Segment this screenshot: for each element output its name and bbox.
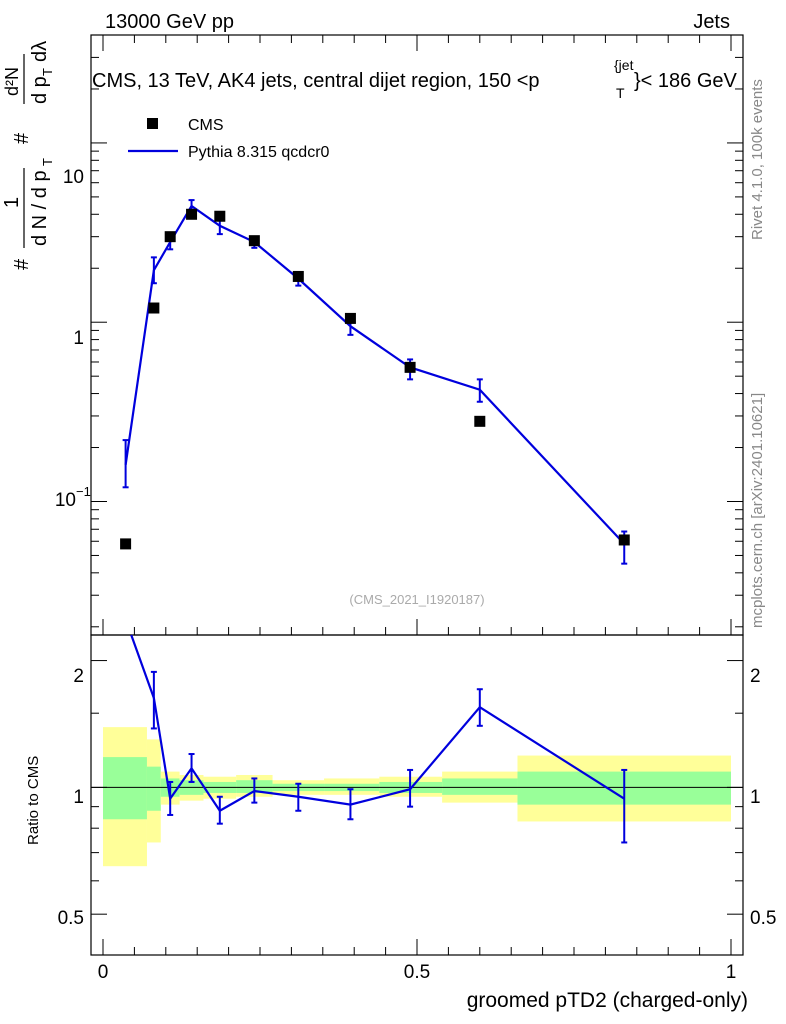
main-ylabel: # 1 d N / d p T # d²N d p T dλ — [1, 41, 55, 270]
header-category: Jets — [693, 11, 730, 33]
main-marks — [120, 199, 630, 565]
title-main: CMS, 13 TeV, AK4 jets, central dijet reg… — [92, 70, 540, 92]
axes-frames — [90, 34, 744, 956]
ratio-tick-label-1: 1 — [73, 787, 84, 808]
mcplots-label: mcplots.cern.ch [arXiv:2401.10621] — [749, 393, 766, 628]
y-tick-label-10: 10 — [63, 167, 84, 188]
cms-point — [148, 302, 160, 314]
cms-point — [474, 415, 486, 427]
y-tick-label-0p1-exp: −1 — [76, 484, 91, 499]
ylabel-one: 1 — [1, 197, 23, 208]
ratio-tick-label-2: 2 — [73, 666, 84, 687]
title-p: p — [528, 70, 539, 92]
ratio-band-inner-1 — [146, 766, 161, 811]
legend: CMS Pythia 8.315 qcdcr0 — [128, 117, 330, 161]
ylabel-numerator-bottom-sub: T — [40, 68, 55, 76]
x-tick-label-0: 0 — [98, 962, 109, 983]
cms-point — [186, 208, 198, 220]
cms-point — [120, 538, 132, 550]
cms-point — [248, 235, 260, 247]
rivet-label: Rivet 4.1.0, 100k events — [749, 79, 766, 240]
cms-point — [618, 534, 630, 546]
ratio-tick-label-0p5: 0.5 — [58, 908, 84, 929]
cms-point — [292, 270, 304, 282]
x-tick-label-1: 1 — [726, 962, 737, 983]
watermark: (CMS_2021_I1920187) — [349, 592, 484, 607]
x-axis-label: groomed pTD2 (charged-only) — [467, 989, 748, 1012]
y-tick-label-0p1: 10 — [55, 490, 76, 511]
ratio-ylabel: Ratio to CMS — [25, 756, 42, 845]
mc-line — [124, 204, 626, 545]
ylabel-denominator-sub: T — [40, 158, 55, 166]
ylabel-numerator-tail: dλ — [29, 41, 51, 62]
y-tick-label-0p1-base: 10 — [55, 490, 76, 511]
legend-marker-cms — [147, 118, 158, 129]
ratio-tick-label-right-1: 1 — [750, 787, 761, 808]
title-sup: {jet — [614, 57, 634, 73]
cms-point — [344, 312, 356, 324]
title-after: }< 186 GeV — [634, 70, 738, 92]
cms-point — [404, 361, 416, 373]
ylabel-numerator: d²N — [2, 67, 22, 96]
legend-label-pythia: Pythia 8.315 qcdcr0 — [188, 144, 330, 161]
cms-point — [164, 231, 176, 243]
legend-label-cms: CMS — [188, 117, 224, 134]
cms-point — [214, 210, 226, 222]
ylabel-numerator-bottom: d p — [29, 76, 51, 104]
ratio-band-inner-0 — [103, 757, 147, 820]
ratio-band-inner-9 — [442, 778, 518, 795]
x-tick-label-0p5: 0.5 — [404, 962, 430, 983]
ratio-bands — [103, 727, 731, 867]
title-sub: T — [616, 85, 625, 101]
ratio-marks — [130, 634, 628, 844]
y-tick-label-1: 1 — [73, 328, 84, 349]
ylabel-hash-2: # — [11, 132, 33, 144]
title-before: CMS, 13 TeV, AK4 jets, central dijet reg… — [92, 70, 528, 92]
chart-title: CMS, 13 TeV, AK4 jets, central dijet reg… — [92, 57, 738, 101]
ratio-tick-label-right-2: 2 — [750, 666, 761, 687]
header-energy: 13000 GeV pp — [105, 11, 234, 33]
ylabel-hash-1: # — [11, 258, 33, 270]
ylabel-denominator: d N / d p — [29, 170, 51, 246]
ratio-tick-label-right-0p5: 0.5 — [750, 908, 776, 929]
